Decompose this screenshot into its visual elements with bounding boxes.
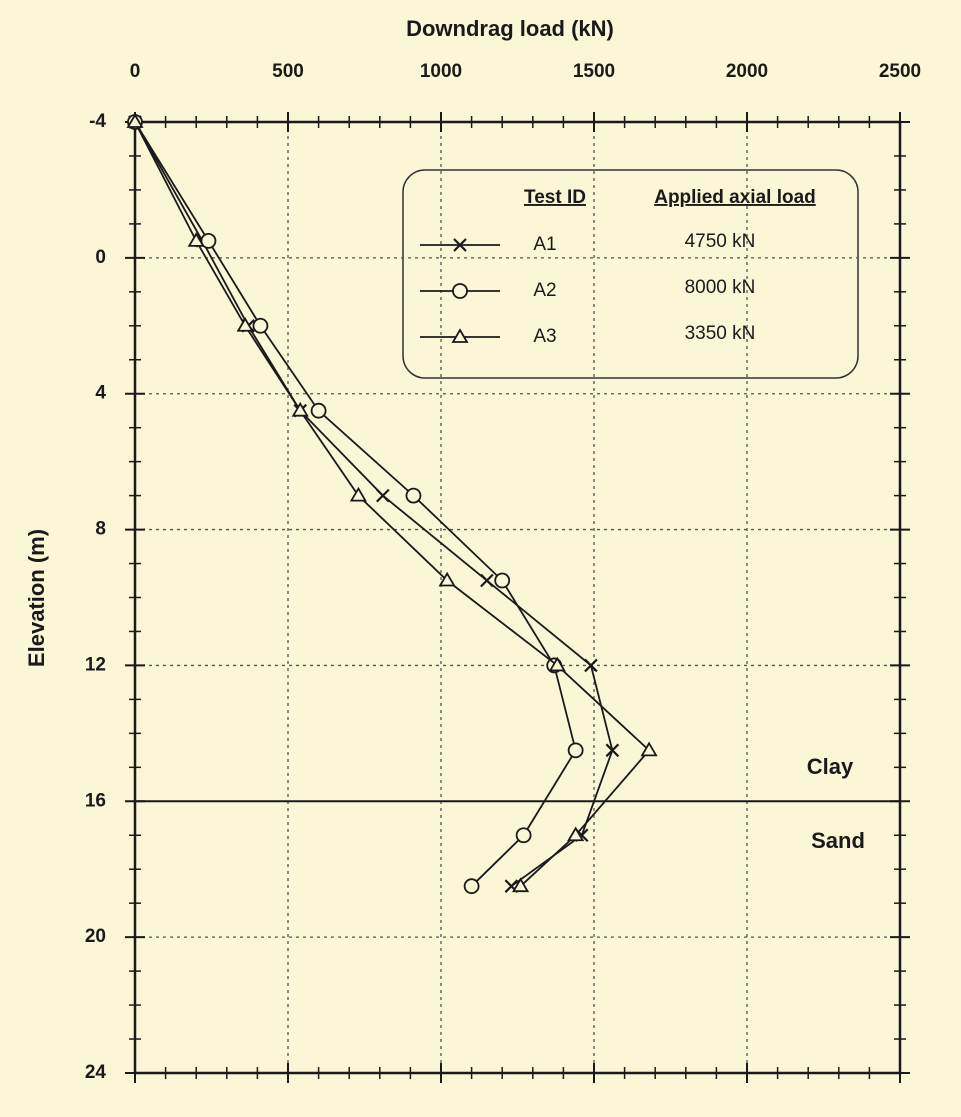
marker xyxy=(605,743,620,758)
series-line xyxy=(134,121,651,887)
marker xyxy=(567,826,585,842)
x-tick-label: 1000 xyxy=(420,61,462,82)
marker xyxy=(187,232,205,247)
marker xyxy=(252,317,269,334)
legend-load: 4750 kN xyxy=(685,231,756,252)
y-axis-label: Elevation (m) xyxy=(24,529,49,667)
marker xyxy=(438,571,456,587)
marker xyxy=(548,656,566,672)
marker xyxy=(584,658,598,673)
plot-frame xyxy=(133,120,902,1075)
y-tick-label: 16 xyxy=(85,790,106,811)
marker xyxy=(567,742,584,759)
marker xyxy=(349,486,367,502)
marker xyxy=(310,402,327,419)
marker xyxy=(291,401,309,417)
marker xyxy=(494,572,511,589)
marker xyxy=(463,878,480,895)
x-tick-label: 0 xyxy=(130,61,141,82)
annotation: Sand xyxy=(811,828,865,853)
y-tick-label: 20 xyxy=(85,926,106,947)
marker xyxy=(126,113,144,128)
marker xyxy=(515,827,532,844)
y-tick-label: 4 xyxy=(95,383,106,404)
marker xyxy=(200,232,217,249)
marker xyxy=(376,488,390,503)
legend-header: Test ID xyxy=(524,187,586,208)
y-tick-label: 8 xyxy=(95,519,106,540)
legend-marker xyxy=(451,328,469,343)
legend-label: A2 xyxy=(533,280,556,301)
x-tick-label: 2500 xyxy=(879,61,921,82)
legend-box xyxy=(402,169,859,379)
x-tick-label: 500 xyxy=(272,61,304,82)
marker xyxy=(640,741,658,757)
annotation: Clay xyxy=(807,754,854,779)
series-line xyxy=(134,121,577,887)
legend-marker xyxy=(453,238,467,252)
legend-header: Applied axial load xyxy=(654,187,816,208)
legend-label: A3 xyxy=(533,326,556,347)
marker xyxy=(405,487,422,504)
series-line xyxy=(134,121,614,887)
legend-label: A1 xyxy=(533,234,556,255)
marker xyxy=(480,573,494,588)
x-tick-label: 1500 xyxy=(573,61,615,82)
legend-load: 8000 kN xyxy=(685,277,756,298)
chart-title: Downdrag load (kN) xyxy=(406,16,614,41)
y-tick-label: 12 xyxy=(85,654,106,675)
legend-load: 3350 kN xyxy=(685,323,756,344)
y-tick-label: 0 xyxy=(95,247,106,268)
y-tick-label: -4 xyxy=(89,111,106,132)
x-tick-label: 2000 xyxy=(726,61,768,82)
marker xyxy=(511,877,530,893)
y-tick-label: 24 xyxy=(85,1062,107,1083)
legend-marker xyxy=(452,283,468,299)
marker xyxy=(236,316,254,332)
